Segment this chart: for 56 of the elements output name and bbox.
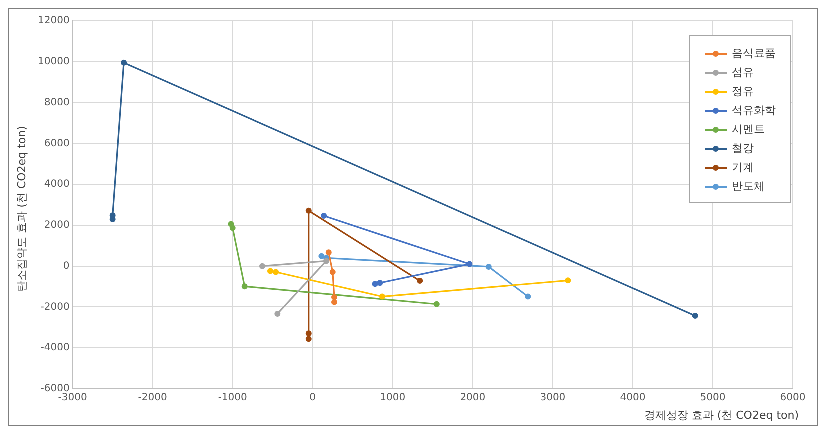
point [306,336,312,342]
x-tick-label: 1000 [380,392,406,404]
y-tick-label: -4000 [40,342,70,354]
point [331,299,338,306]
legend-label: 섬유 [732,65,754,80]
legend-label: 반도체 [732,179,765,194]
y-tick-label: 4000 [44,179,70,190]
point [326,250,332,256]
x-tick-label: 3000 [540,392,566,404]
legend-label: 기계 [732,160,754,175]
x-tick-label: 6000 [780,392,806,404]
y-tick-label: 6000 [44,138,70,150]
point [318,253,325,260]
point [321,213,328,220]
x-tick-label: -3000 [58,392,88,404]
point [377,280,384,286]
point [417,278,424,284]
point [230,225,236,232]
point [306,208,312,214]
y-tick-label: 0 [63,260,70,272]
point [330,269,336,276]
legend-label: 음식료품 [732,46,776,61]
y-tick-label: 2000 [44,220,70,232]
x-tick-label: -1000 [218,392,248,404]
legend-label: 정유 [732,84,754,99]
y-tick-label: -2000 [40,302,70,313]
x-tick-label: 4000 [620,392,646,404]
y-tick-label: 8000 [44,97,70,108]
point [486,264,492,270]
point [565,278,572,284]
point [379,294,386,300]
x-tick-label: 5000 [700,392,726,404]
x-tick-label: 0 [310,392,316,404]
x-tick-label: 2000 [460,392,486,404]
y-tick-label: 12000 [38,16,70,27]
point [331,294,338,300]
point [267,268,274,274]
point [434,301,440,308]
point [242,284,248,290]
point [306,330,312,337]
legend-label: 철강 [732,141,754,156]
y-axis-title: 탄소집약도 효과 (천 CO2eq ton) [14,126,30,292]
point [273,269,280,276]
point [259,263,266,270]
legend-label: 시멘트 [732,122,765,137]
point [323,258,330,264]
point [692,313,698,320]
x-tick-label: -2000 [138,392,168,404]
y-tick-label: 10000 [38,56,70,68]
point [466,261,473,268]
point [274,310,281,317]
point [525,294,532,300]
x-axis-title: 경제성장 효과 (천 CO2eq ton) [644,408,799,423]
legend-label: 석유화학 [732,103,776,118]
point [372,281,378,288]
point [121,60,128,66]
